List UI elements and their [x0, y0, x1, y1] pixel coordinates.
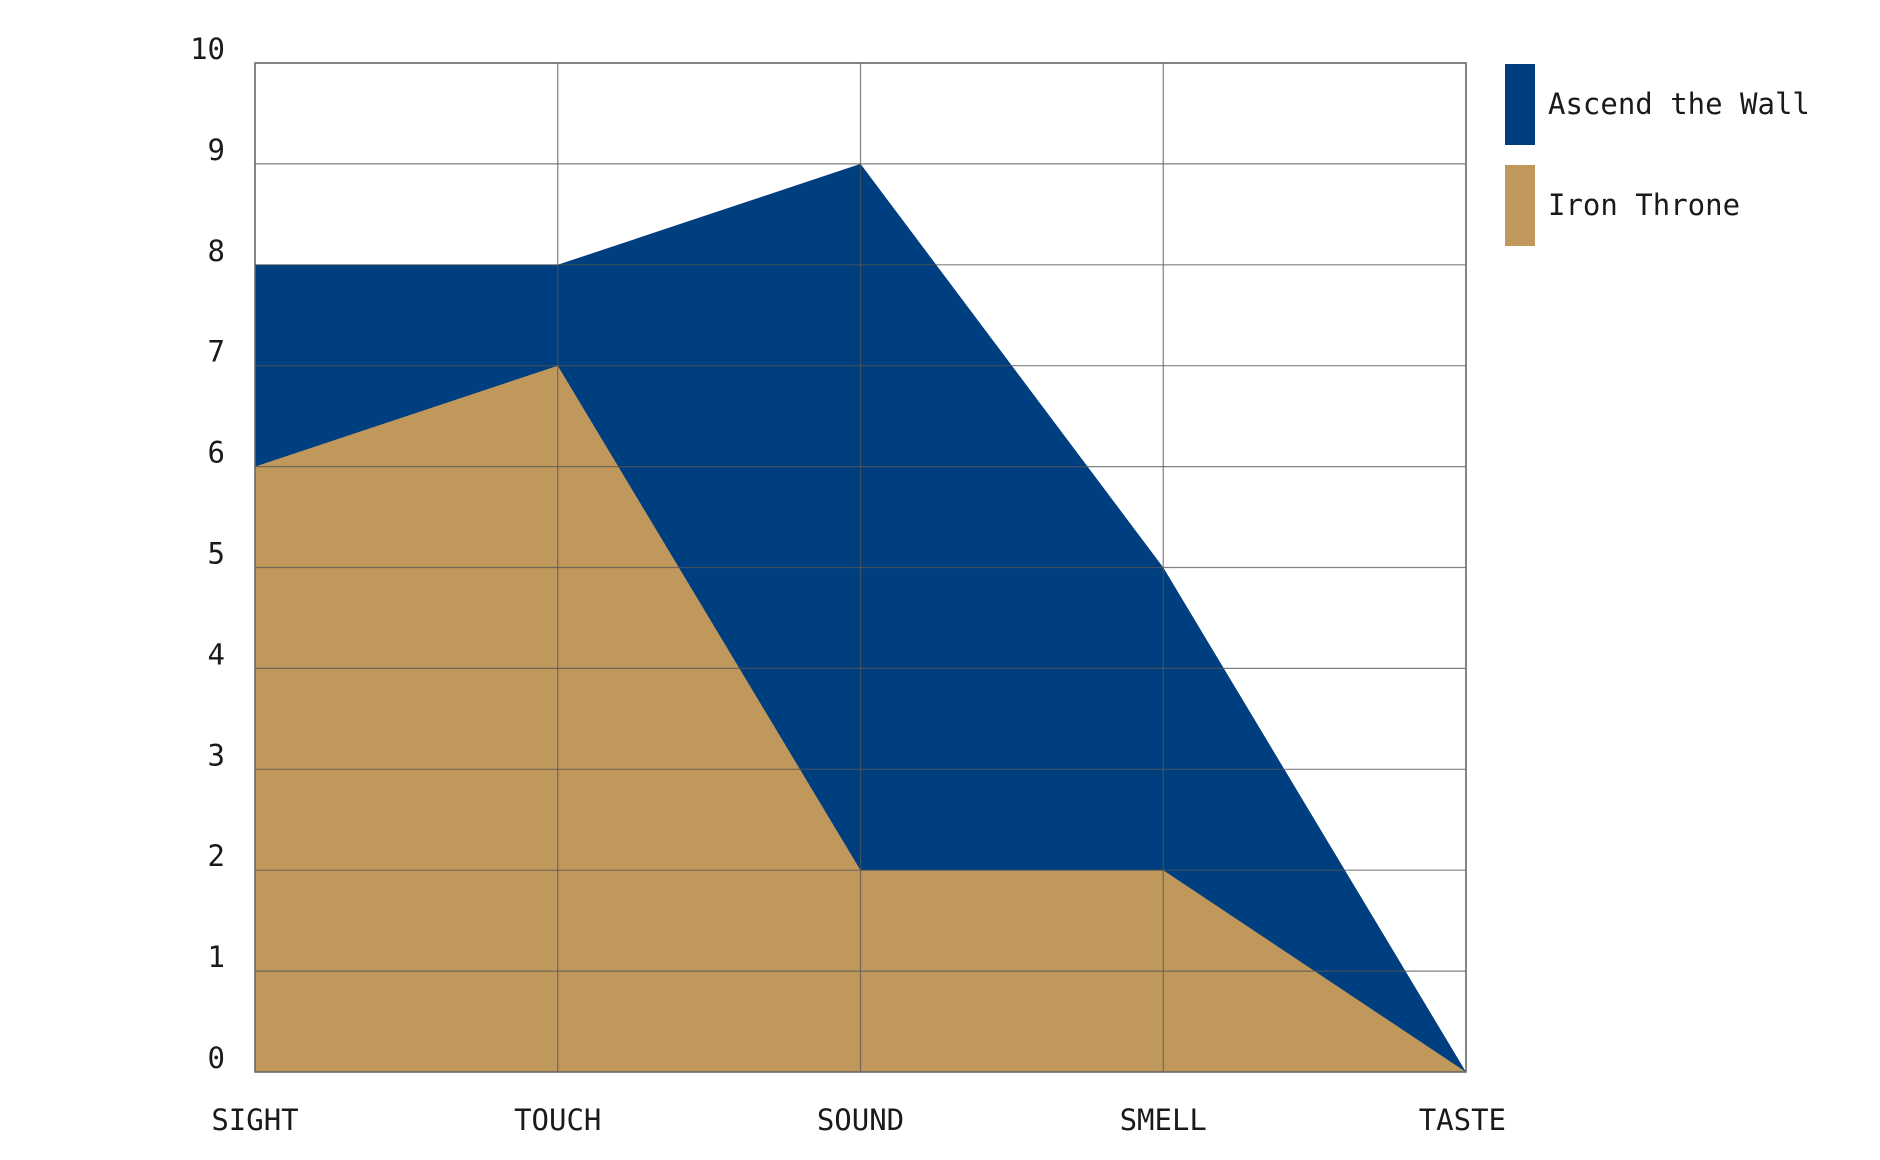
y-tick-label: 0 — [208, 1041, 225, 1075]
plot-frame — [254, 62, 1467, 1073]
y-tick-label: 1 — [208, 940, 225, 974]
y-tick-label: 2 — [208, 839, 225, 873]
legend-label: Iron Throne — [1548, 188, 1740, 222]
y-tick-label: 7 — [208, 335, 225, 369]
y-tick-label: 6 — [208, 436, 225, 470]
x-axis-ticks: SIGHT TOUCH SOUND SMELL TASTE — [211, 1103, 1506, 1137]
x-tick-label: SIGHT — [211, 1103, 298, 1137]
legend-swatch — [1505, 165, 1535, 246]
y-tick-label: 8 — [208, 234, 225, 268]
y-tick-label: 9 — [208, 133, 225, 167]
y-tick-label: 5 — [208, 537, 225, 571]
legend-label: Ascend the Wall — [1548, 87, 1810, 121]
y-tick-label: 4 — [208, 637, 225, 671]
y-tick-label: 10 — [190, 32, 225, 66]
y-axis-ticks: 0 1 2 3 4 5 6 7 8 9 10 — [190, 32, 225, 1075]
x-tick-label: SMELL — [1120, 1103, 1207, 1137]
x-tick-label: TOUCH — [514, 1103, 601, 1137]
x-tick-label: SOUND — [817, 1103, 904, 1137]
legend: Ascend the Wall Iron Throne — [1505, 64, 1810, 246]
x-tick-label: TASTE — [1419, 1103, 1506, 1137]
legend-swatch — [1505, 64, 1535, 145]
y-tick-label: 3 — [208, 738, 225, 772]
